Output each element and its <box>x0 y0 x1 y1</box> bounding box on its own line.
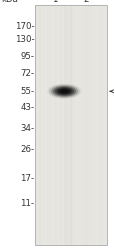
Text: 95-: 95- <box>20 52 34 61</box>
Text: 55-: 55- <box>20 87 34 96</box>
Text: 34-: 34- <box>20 124 34 133</box>
Ellipse shape <box>48 84 79 98</box>
Ellipse shape <box>52 86 76 97</box>
Text: 2: 2 <box>82 0 88 4</box>
Ellipse shape <box>47 84 81 99</box>
Text: 1: 1 <box>51 0 57 4</box>
Ellipse shape <box>61 90 67 93</box>
Text: 11-: 11- <box>20 199 34 208</box>
Ellipse shape <box>59 89 69 94</box>
Text: 26-: 26- <box>20 146 34 154</box>
Text: 130-: 130- <box>14 36 34 44</box>
Bar <box>34 5 106 245</box>
Text: 43-: 43- <box>20 103 34 112</box>
Text: kDa: kDa <box>1 0 18 4</box>
Ellipse shape <box>54 87 73 96</box>
Text: 170-: 170- <box>14 22 34 31</box>
Ellipse shape <box>57 88 71 94</box>
Text: 17-: 17- <box>20 174 34 183</box>
Text: 72-: 72- <box>20 69 34 78</box>
Ellipse shape <box>50 85 78 98</box>
